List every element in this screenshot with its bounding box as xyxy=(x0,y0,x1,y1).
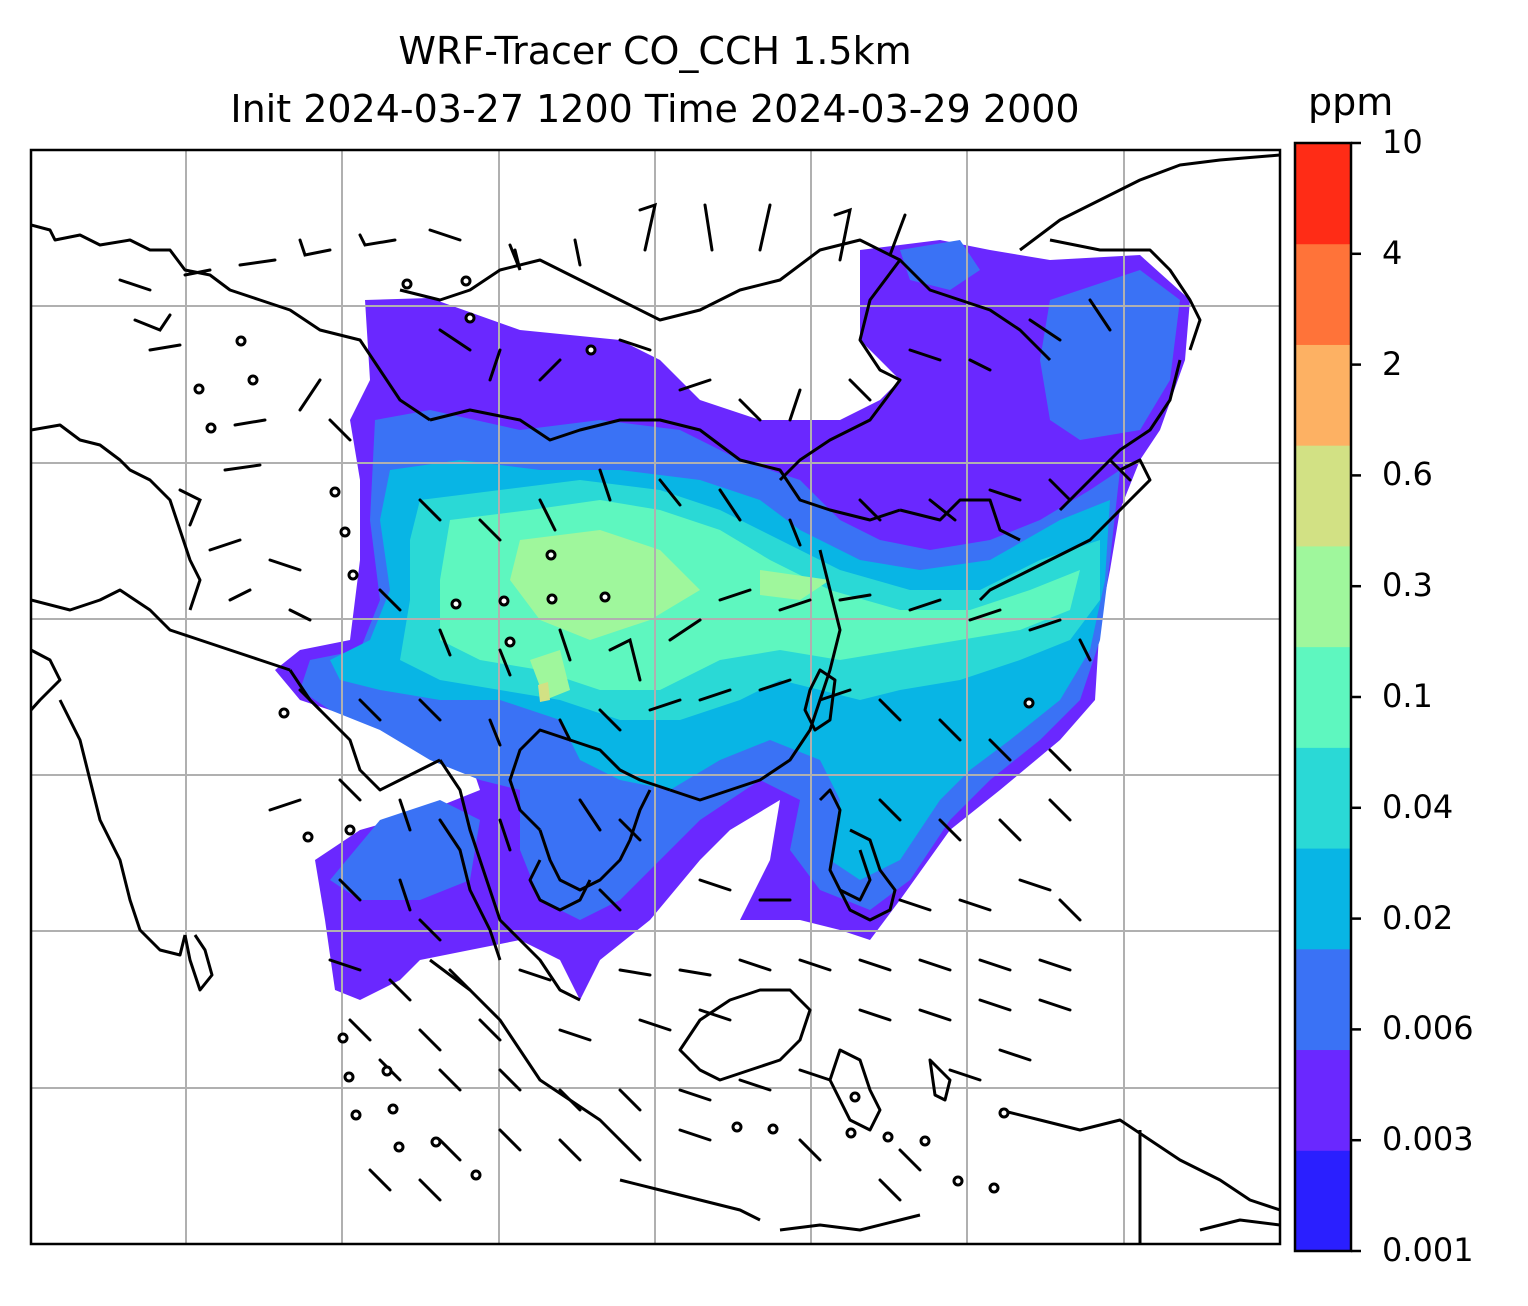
colorbar-tick-label: 10 xyxy=(1382,123,1423,161)
colorbar-tick-label: 4 xyxy=(1382,233,1403,272)
colorbar xyxy=(1295,141,1361,1253)
colorbar-segment xyxy=(1295,143,1351,245)
colorbar-segment xyxy=(1295,747,1351,849)
colorbar-segment xyxy=(1295,646,1351,748)
colorbar-tick-label: 0.6 xyxy=(1382,455,1433,494)
colorbar-tick-label: 0.04 xyxy=(1382,787,1454,826)
colorbar-tick-label: 0.3 xyxy=(1382,566,1433,605)
colorbar-tick-label: 0.02 xyxy=(1382,898,1454,937)
colorbar-segment xyxy=(1295,1150,1351,1252)
map-panel xyxy=(31,150,1280,1244)
colorbar-tick-label: 0.006 xyxy=(1382,1009,1474,1048)
colorbar-tick-label: 2 xyxy=(1382,344,1403,383)
colorbar-border xyxy=(1293,141,1353,1253)
map-subtitle: Init 2024-03-27 1200 Time 2024-03-29 200… xyxy=(230,87,1080,131)
colorbar-unit-label: ppm xyxy=(1308,80,1394,124)
colorbar-segment xyxy=(1295,1049,1351,1151)
colorbar-tick-label: 0.001 xyxy=(1382,1231,1474,1269)
colorbar-segment xyxy=(1295,948,1351,1051)
colorbar-segment xyxy=(1295,848,1351,950)
map-title: WRF-Tracer CO_CCH 1.5km xyxy=(398,29,912,73)
map-border xyxy=(29,148,1282,1246)
calm-wind-markers xyxy=(193,275,1035,1194)
colorbar-tick-label: 0.003 xyxy=(1382,1120,1474,1159)
wind-barbs xyxy=(118,202,1132,1202)
colorbar-tick-label: 0.1 xyxy=(1382,677,1433,715)
colorbar-segment xyxy=(1295,243,1351,345)
gridlines xyxy=(31,150,1280,1244)
colorbar-segment xyxy=(1295,545,1351,648)
colorbar-segment xyxy=(1295,344,1351,446)
colorbar-segment xyxy=(1295,445,1351,547)
